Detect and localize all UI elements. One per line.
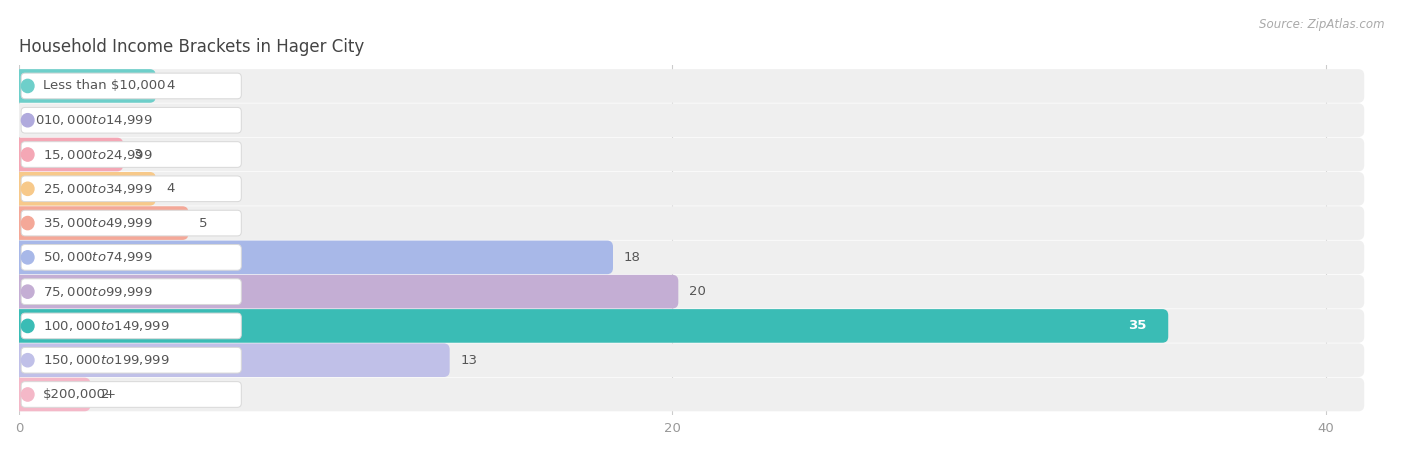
FancyBboxPatch shape — [13, 206, 188, 240]
FancyBboxPatch shape — [13, 241, 613, 274]
Text: Less than $10,000: Less than $10,000 — [44, 80, 166, 92]
Text: $150,000 to $199,999: $150,000 to $199,999 — [44, 353, 170, 367]
FancyBboxPatch shape — [21, 210, 242, 236]
FancyBboxPatch shape — [13, 309, 1364, 343]
Circle shape — [21, 182, 34, 195]
FancyBboxPatch shape — [13, 275, 678, 308]
FancyBboxPatch shape — [13, 69, 156, 103]
Circle shape — [21, 388, 34, 401]
Circle shape — [21, 354, 34, 367]
Text: $200,000+: $200,000+ — [44, 388, 117, 401]
Text: 20: 20 — [689, 285, 706, 298]
FancyBboxPatch shape — [13, 275, 1364, 308]
Text: $15,000 to $24,999: $15,000 to $24,999 — [44, 148, 153, 162]
Text: 13: 13 — [460, 354, 477, 367]
Text: 3: 3 — [134, 148, 142, 161]
FancyBboxPatch shape — [13, 378, 90, 411]
Text: 18: 18 — [623, 251, 640, 264]
Text: 5: 5 — [198, 216, 207, 230]
FancyBboxPatch shape — [13, 172, 1364, 206]
Text: $50,000 to $74,999: $50,000 to $74,999 — [44, 250, 153, 264]
Circle shape — [21, 285, 34, 298]
FancyBboxPatch shape — [13, 241, 1364, 274]
FancyBboxPatch shape — [21, 73, 242, 99]
Text: 2: 2 — [101, 388, 110, 401]
Circle shape — [21, 148, 34, 161]
FancyBboxPatch shape — [13, 343, 1364, 377]
FancyBboxPatch shape — [21, 176, 242, 202]
Text: $35,000 to $49,999: $35,000 to $49,999 — [44, 216, 153, 230]
Text: Source: ZipAtlas.com: Source: ZipAtlas.com — [1260, 18, 1385, 31]
Text: 35: 35 — [1128, 320, 1146, 333]
FancyBboxPatch shape — [13, 309, 1168, 343]
Circle shape — [21, 216, 34, 230]
FancyBboxPatch shape — [21, 108, 242, 133]
Text: $25,000 to $34,999: $25,000 to $34,999 — [44, 182, 153, 196]
Text: $100,000 to $149,999: $100,000 to $149,999 — [44, 319, 170, 333]
FancyBboxPatch shape — [21, 244, 242, 270]
FancyBboxPatch shape — [13, 69, 1364, 103]
FancyBboxPatch shape — [21, 382, 242, 407]
Text: Household Income Brackets in Hager City: Household Income Brackets in Hager City — [20, 37, 364, 55]
Text: 4: 4 — [166, 182, 174, 195]
FancyBboxPatch shape — [13, 138, 124, 171]
Circle shape — [21, 320, 34, 333]
Text: 4: 4 — [166, 80, 174, 92]
Text: $75,000 to $99,999: $75,000 to $99,999 — [44, 285, 153, 299]
Circle shape — [21, 79, 34, 93]
Circle shape — [21, 251, 34, 264]
FancyBboxPatch shape — [13, 172, 156, 206]
FancyBboxPatch shape — [13, 378, 1364, 411]
FancyBboxPatch shape — [21, 347, 242, 373]
FancyBboxPatch shape — [13, 206, 1364, 240]
FancyBboxPatch shape — [13, 138, 1364, 171]
Text: 0: 0 — [35, 114, 44, 127]
FancyBboxPatch shape — [21, 313, 242, 339]
Circle shape — [21, 113, 34, 127]
FancyBboxPatch shape — [13, 343, 450, 377]
FancyBboxPatch shape — [13, 104, 1364, 137]
FancyBboxPatch shape — [21, 142, 242, 167]
Text: $10,000 to $14,999: $10,000 to $14,999 — [44, 113, 153, 127]
FancyBboxPatch shape — [21, 279, 242, 305]
